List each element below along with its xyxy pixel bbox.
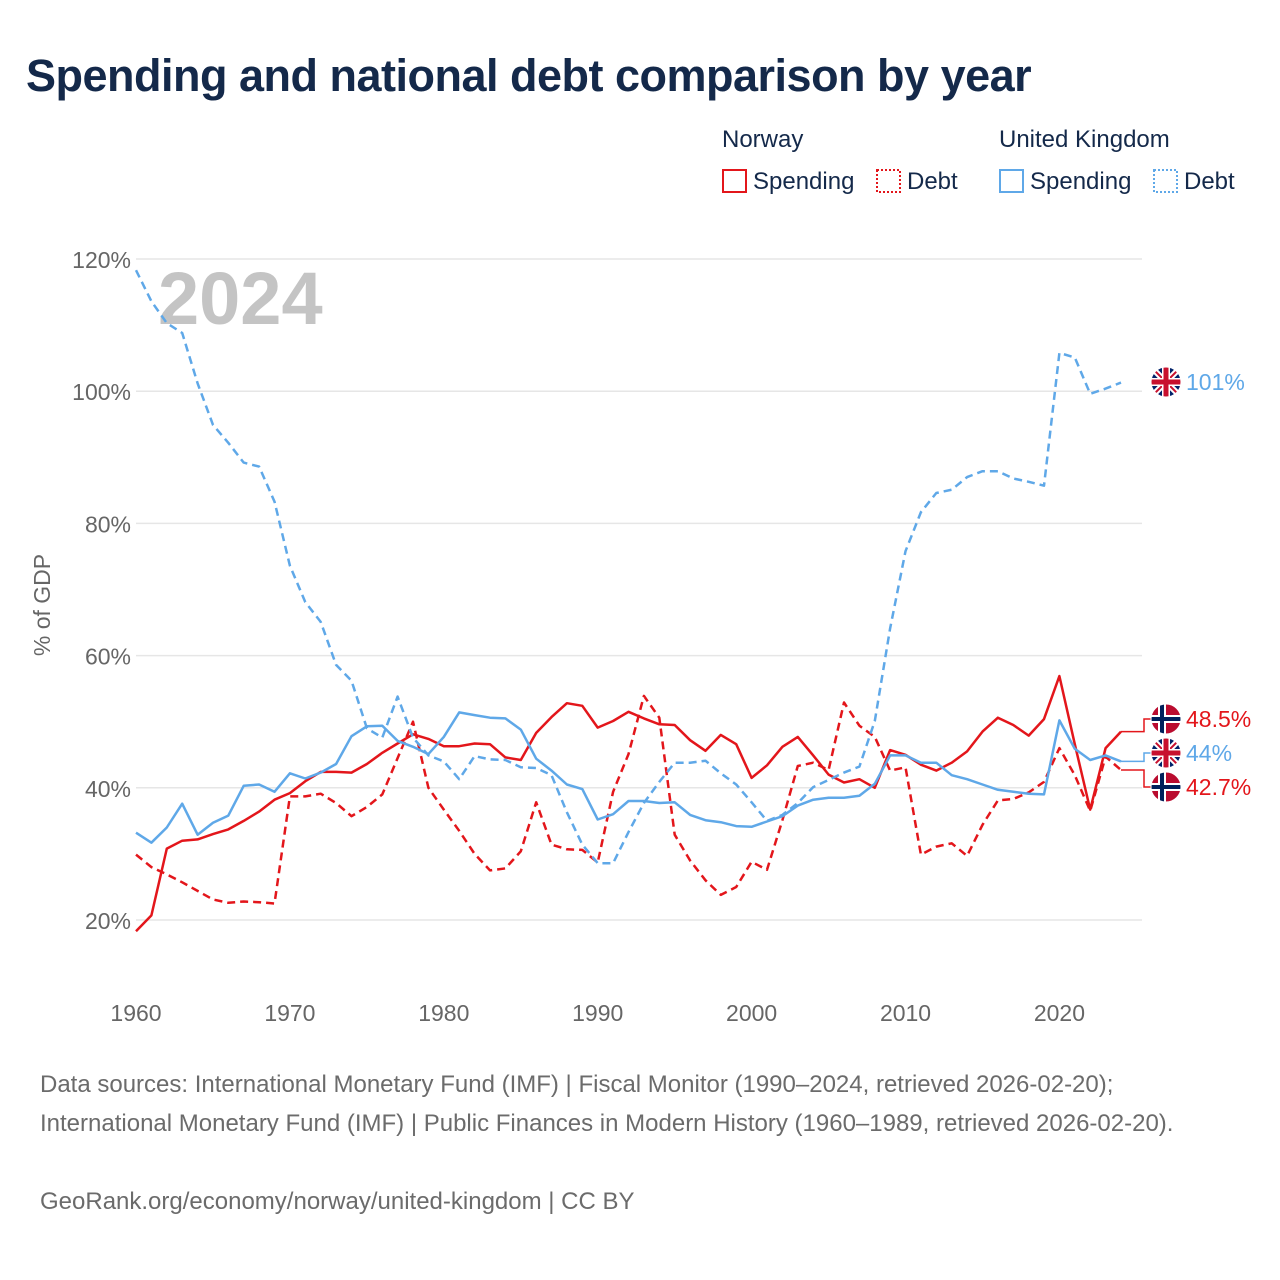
end-label-value: 44% [1186, 740, 1232, 766]
y-tick-label: 80% [85, 511, 131, 537]
end-label-connector [1121, 718, 1151, 733]
y-tick-label: 20% [85, 908, 131, 934]
end-label-value: 42.7% [1186, 774, 1251, 800]
legend-label-uk-debt: Debt [1184, 168, 1235, 195]
credit-link[interactable]: GeoRank.org/economy/norway/united-kingdo… [40, 1188, 635, 1215]
y-tick-label: 40% [85, 776, 131, 802]
legend-swatch-norway-spending [722, 169, 747, 193]
gridlines [136, 258, 1142, 921]
end-labels: 101% 48.5% 44% 42.7% [1121, 366, 1251, 803]
legend-swatch-uk-debt [1153, 169, 1178, 193]
x-tick-label: 2020 [1034, 1000, 1085, 1026]
series-line-united-kingdom-spending [135, 711, 1122, 844]
end-label-value: 101% [1186, 369, 1245, 395]
year-watermark: 2024 [158, 257, 323, 340]
legend-label-norway-debt: Debt [907, 168, 958, 195]
y-tick-label: 60% [85, 644, 131, 670]
series-line-norway-debt [135, 694, 1122, 905]
end-label-value: 48.5% [1186, 706, 1251, 732]
x-tick-label: 2000 [726, 1000, 777, 1026]
x-tick-label: 1970 [264, 1000, 315, 1026]
norway-flag-icon [1150, 771, 1182, 803]
legend-group-norway: Norway [722, 126, 803, 153]
norway-flag-icon [1150, 703, 1182, 735]
series-line-norway-spending [135, 674, 1122, 933]
end-label-connector [1121, 769, 1151, 788]
y-tick-label: 120% [72, 247, 131, 273]
legend-group-uk: United Kingdom [999, 126, 1170, 153]
legend-swatch-uk-spending [999, 169, 1024, 193]
x-tick-label: 2010 [880, 1000, 931, 1026]
data-sources: Data sources: International Monetary Fun… [40, 1071, 1174, 1137]
y-tick-label: 100% [72, 379, 131, 405]
legend-swatch-norway-debt [876, 169, 901, 193]
x-tick-label: 1990 [572, 1000, 623, 1026]
x-tick-label: 1980 [418, 1000, 469, 1026]
legend: Norway Spending Debt United Kingdom Spen… [722, 126, 1235, 195]
legend-label-norway-spending: Spending [753, 168, 854, 195]
uk-flag-icon [1150, 737, 1182, 769]
chart-area: Norway Spending Debt United Kingdom Spen… [29, 126, 1251, 1026]
x-tick-label: 1960 [110, 1000, 161, 1026]
y-axis-label: % of GDP [29, 554, 55, 656]
chart-title: Spending and national debt comparison by… [26, 50, 1032, 101]
x-axis-ticks: 1960 1970 1980 1990 2000 2010 2020 [110, 1000, 1085, 1026]
legend-label-uk-spending: Spending [1030, 168, 1131, 195]
uk-flag-icon [1150, 366, 1182, 398]
y-axis-ticks: 20% 40% 60% 80% 100% 120% [72, 247, 131, 934]
series-line-united-kingdom-debt [134, 269, 1122, 865]
series-lines [134, 269, 1122, 933]
end-label-connector [1121, 752, 1151, 763]
